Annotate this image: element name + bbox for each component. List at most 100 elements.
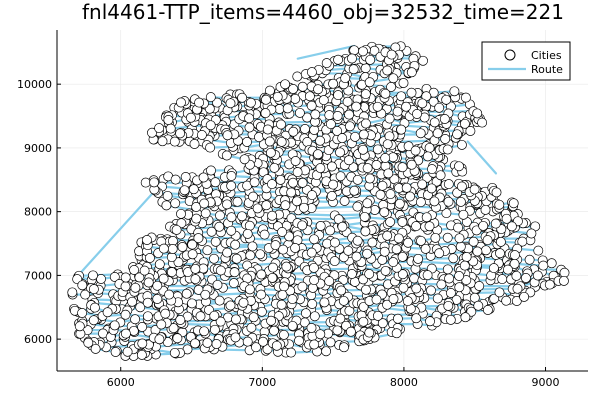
city-point [282, 103, 293, 114]
city-point [166, 252, 177, 263]
y-tick-label: 9000 [24, 142, 52, 155]
city-point [430, 232, 441, 243]
city-point [328, 78, 339, 89]
x-tick-label: 7000 [248, 376, 276, 389]
city-point [380, 265, 391, 276]
city-point [276, 119, 286, 130]
city-point [205, 120, 216, 131]
city-point [453, 222, 464, 233]
city-point [388, 257, 399, 268]
city-point [206, 165, 216, 176]
city-point [214, 295, 225, 306]
city-point [258, 336, 268, 347]
city-point [229, 267, 240, 278]
city-point [265, 147, 276, 158]
city-point [193, 233, 204, 244]
city-point [313, 84, 324, 95]
city-point [154, 334, 165, 345]
city-point [495, 236, 506, 247]
city-point [187, 239, 198, 250]
city-point [364, 173, 375, 184]
city-point [460, 92, 471, 103]
city-point [222, 199, 232, 210]
city-point [271, 340, 282, 351]
city-point [558, 275, 569, 286]
city-point [173, 257, 184, 268]
city-point [215, 210, 225, 221]
city-point [360, 89, 371, 100]
city-point [441, 208, 452, 219]
city-point [297, 81, 308, 92]
city-point [286, 187, 297, 198]
city-point [190, 274, 201, 285]
city-point [482, 235, 493, 246]
city-point [472, 246, 483, 257]
city-point [429, 196, 440, 207]
city-point [352, 174, 363, 185]
city-point [177, 242, 188, 252]
chart-title: fnl4461-TTP_items=4460_obj=32532_time=22… [82, 0, 564, 24]
city-point [375, 189, 386, 200]
route-jump [77, 188, 158, 277]
city-point [267, 272, 278, 283]
city-point [281, 261, 292, 272]
city-point [90, 343, 101, 354]
city-point [349, 185, 360, 196]
route-jump [466, 140, 498, 175]
city-point [491, 187, 502, 198]
cities-series [67, 41, 570, 361]
city-point [278, 329, 289, 340]
city-point [136, 349, 147, 360]
city-point [267, 179, 277, 190]
city-point [468, 236, 479, 247]
city-point [337, 133, 348, 144]
city-point [327, 161, 337, 172]
city-point [300, 308, 311, 319]
city-point [287, 294, 298, 305]
city-point [290, 243, 301, 253]
city-point [77, 308, 88, 318]
city-point [120, 272, 131, 283]
city-point [325, 337, 336, 348]
city-point [377, 254, 388, 265]
city-point [329, 256, 340, 267]
city-point [244, 113, 255, 124]
city-point [309, 234, 320, 245]
city-point [299, 202, 309, 213]
x-tick-label: 6000 [107, 376, 135, 389]
city-point [401, 182, 412, 193]
city-point [230, 239, 241, 250]
city-point [360, 226, 371, 237]
city-point [403, 237, 414, 248]
city-point [210, 177, 221, 188]
city-point [501, 295, 512, 306]
city-point [488, 263, 499, 274]
city-point [436, 279, 447, 290]
city-point [391, 328, 402, 339]
city-point [158, 243, 169, 254]
city-point [109, 320, 120, 331]
city-point [202, 245, 213, 256]
axes: 6000 7000 8000 9000 6000 7000 8000 9000 10000 [17, 30, 588, 389]
city-point [382, 299, 393, 310]
city-point [230, 332, 241, 343]
legend: Cities Route [481, 41, 571, 81]
city-point [418, 55, 428, 66]
city-point [142, 297, 153, 308]
city-point [149, 177, 160, 188]
city-point [275, 174, 286, 185]
city-point [292, 71, 303, 82]
city-point [315, 221, 326, 231]
city-point [422, 151, 433, 162]
city-point [276, 136, 287, 147]
city-point [247, 241, 258, 252]
city-point [385, 217, 396, 227]
city-point [443, 196, 454, 207]
city-point [268, 262, 278, 273]
city-point [251, 342, 261, 353]
city-point [321, 346, 332, 357]
city-point [358, 129, 369, 140]
route-jump [296, 44, 356, 60]
city-point [277, 289, 288, 300]
